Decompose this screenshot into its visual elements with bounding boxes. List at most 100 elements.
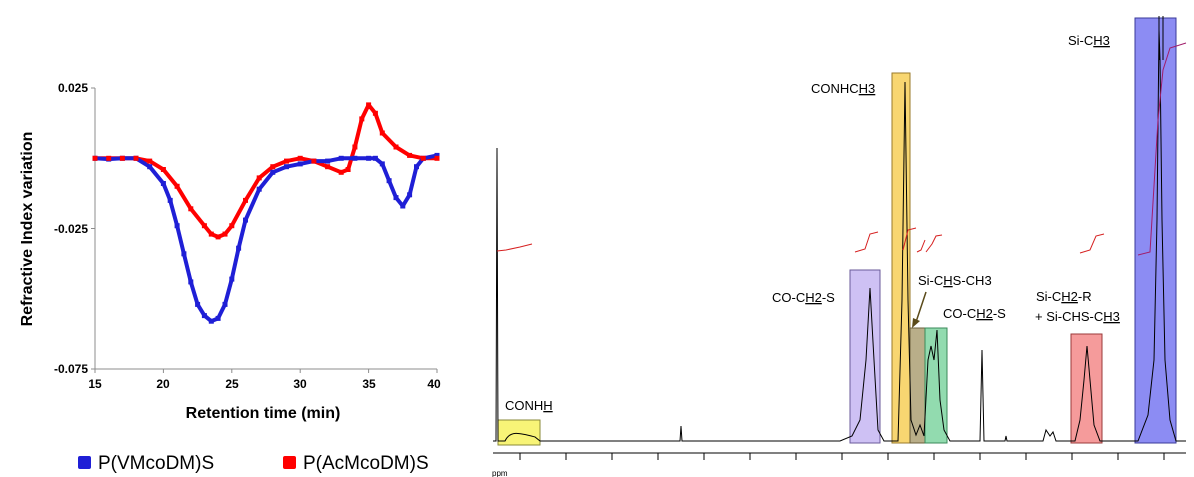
data-point: [147, 164, 153, 170]
data-point: [147, 158, 153, 164]
label-si-ch3: Si-CH3: [1068, 33, 1110, 48]
data-point: [359, 116, 365, 122]
region-conh: [497, 419, 541, 446]
data-point: [338, 155, 344, 161]
label-conh: CONHH: [505, 398, 553, 413]
gpc-chart: 0.025 -0.025 -0.075 15 20 25 30 35 40 Re…: [19, 81, 441, 474]
data-point: [393, 195, 399, 201]
data-point: [407, 192, 413, 198]
legend-swatch-pvmcodms: [78, 456, 91, 469]
ppm-axis-label: ppm: [492, 469, 508, 477]
data-point: [208, 231, 214, 237]
data-point: [379, 161, 385, 167]
data-point: [236, 245, 242, 251]
series-line-pacmcodms: [94, 153, 438, 324]
label-si-ch2-r: Si-CH2-R: [1036, 289, 1092, 304]
integral-curve: [1079, 233, 1105, 254]
data-point: [160, 167, 166, 172]
arrow-head: [912, 318, 920, 328]
data-point: [352, 155, 358, 161]
data-point: [420, 155, 426, 161]
data-point: [106, 155, 112, 161]
integral-curve: [925, 234, 943, 253]
x-tick-label: 30: [293, 377, 307, 391]
data-point: [181, 251, 187, 257]
x-tick-label: 40: [427, 377, 441, 391]
data-point: [222, 231, 228, 237]
data-point: [372, 110, 378, 116]
label-co-ch2-s-a: CO-CH2-S: [772, 290, 835, 305]
y-axis-title: Refractive Index variation: [19, 132, 36, 327]
y-tick-label: -0.075: [54, 362, 88, 376]
legend-label-pvmcodms: P(VMcoDM)S: [98, 453, 214, 474]
data-point: [229, 223, 235, 229]
data-point: [160, 181, 166, 186]
data-point: [284, 164, 289, 170]
data-point: [243, 217, 248, 223]
data-point: [407, 152, 413, 158]
data-point: [188, 206, 194, 212]
integral-curve: [854, 231, 879, 253]
label-si-chs-ch3: Si-CHS-CH3: [918, 273, 992, 288]
data-point: [270, 164, 276, 170]
spectrum-ticks: [519, 453, 1165, 460]
data-point: [400, 203, 406, 209]
data-point: [174, 223, 180, 229]
data-point: [325, 164, 331, 170]
data-point: [201, 313, 207, 319]
data-point: [243, 197, 248, 203]
data-point: [215, 234, 221, 240]
data-point: [379, 130, 385, 136]
spectrum-trace: [493, 29, 1186, 442]
data-point: [167, 197, 173, 203]
integral-curve: [1137, 42, 1187, 256]
x-tick-label: 35: [362, 377, 376, 391]
data-point: [174, 183, 180, 189]
tick-marks: [91, 87, 438, 373]
data-point: [195, 301, 201, 307]
data-point: [311, 158, 317, 164]
label-si-chs-ch3-b: + Si-CHS-CH3: [1035, 309, 1120, 324]
x-tick-label: 15: [88, 377, 102, 391]
label-conhch3: CONHCH3: [811, 81, 875, 96]
data-point: [297, 161, 303, 167]
annotation-arrow: [915, 291, 927, 323]
data-point: [188, 279, 194, 285]
legend-label-pacmcodms: P(AcMcoDM)S: [303, 453, 429, 474]
data-point: [256, 175, 262, 181]
data-point: [366, 155, 372, 161]
data-point: [256, 186, 262, 192]
x-axis-title: Retention time (min): [186, 405, 341, 422]
integral-curve: [902, 227, 917, 251]
data-point: [434, 155, 440, 161]
y-tick-label: -0.025: [54, 222, 88, 236]
data-point: [414, 164, 419, 170]
region-co-ch2-s-a: [849, 269, 881, 444]
data-point: [222, 301, 228, 307]
data-point: [434, 152, 440, 158]
data-point: [229, 276, 235, 282]
data-point: [284, 158, 289, 164]
region-conhch3: [891, 72, 911, 444]
data-point: [270, 169, 276, 175]
data-point: [338, 169, 344, 175]
nmr-spectrum: ppm CONHH CO-CH2-S CONHCH3 Si-CHS-CH3 CO…: [492, 16, 1187, 477]
label-co-ch2-s-b: CO-CH2-S: [943, 306, 1006, 321]
x-tick-label: 20: [156, 377, 170, 391]
data-point: [352, 144, 358, 150]
integral-curve: [916, 239, 926, 253]
region-si-chs-ch3: [909, 327, 926, 444]
data-point: [345, 167, 351, 172]
data-point: [325, 158, 331, 164]
data-point: [215, 315, 221, 321]
region-si-ch3: [1134, 17, 1177, 444]
integral-curve: [496, 243, 533, 252]
y-tick-label: 0.025: [58, 81, 88, 95]
data-point: [208, 318, 214, 324]
data-point: [366, 102, 372, 108]
data-point: [372, 155, 378, 161]
data-point: [92, 155, 98, 161]
data-point: [133, 155, 139, 161]
series-markers: [92, 102, 440, 324]
